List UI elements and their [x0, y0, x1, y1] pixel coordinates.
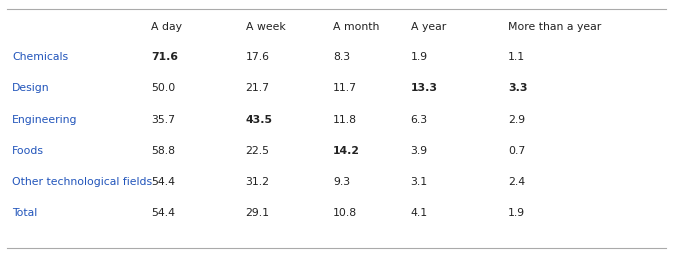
- Text: 17.6: 17.6: [246, 52, 270, 62]
- Text: 11.7: 11.7: [333, 83, 357, 93]
- Text: 31.2: 31.2: [246, 177, 270, 187]
- Text: Foods: Foods: [12, 146, 44, 156]
- Text: 14.2: 14.2: [333, 146, 360, 156]
- Text: 1.9: 1.9: [411, 52, 427, 62]
- Text: Chemicals: Chemicals: [12, 52, 68, 62]
- Text: 1.9: 1.9: [508, 208, 525, 218]
- Text: Other technological fields: Other technological fields: [12, 177, 152, 187]
- Text: Design: Design: [12, 83, 50, 93]
- Text: 4.1: 4.1: [411, 208, 427, 218]
- Text: 2.9: 2.9: [508, 115, 525, 125]
- Text: 54.4: 54.4: [151, 208, 176, 218]
- Text: 43.5: 43.5: [246, 115, 273, 125]
- Text: 2.4: 2.4: [508, 177, 525, 187]
- Text: A month: A month: [333, 22, 380, 32]
- Text: 1.1: 1.1: [508, 52, 525, 62]
- Text: 54.4: 54.4: [151, 177, 176, 187]
- Text: 22.5: 22.5: [246, 146, 270, 156]
- Text: 0.7: 0.7: [508, 146, 526, 156]
- Text: 9.3: 9.3: [333, 177, 350, 187]
- Text: 35.7: 35.7: [151, 115, 176, 125]
- Text: 3.9: 3.9: [411, 146, 427, 156]
- Text: 50.0: 50.0: [151, 83, 176, 93]
- Text: A year: A year: [411, 22, 446, 32]
- Text: 29.1: 29.1: [246, 208, 270, 218]
- Text: More than a year: More than a year: [508, 22, 602, 32]
- Text: Engineering: Engineering: [12, 115, 77, 125]
- Text: 6.3: 6.3: [411, 115, 427, 125]
- Text: 11.8: 11.8: [333, 115, 357, 125]
- Text: A day: A day: [151, 22, 182, 32]
- Text: 10.8: 10.8: [333, 208, 357, 218]
- Text: 3.1: 3.1: [411, 177, 427, 187]
- Text: 13.3: 13.3: [411, 83, 437, 93]
- Text: 71.6: 71.6: [151, 52, 178, 62]
- Text: 58.8: 58.8: [151, 146, 176, 156]
- Text: 3.3: 3.3: [508, 83, 528, 93]
- Text: 8.3: 8.3: [333, 52, 350, 62]
- Text: A week: A week: [246, 22, 285, 32]
- Text: Total: Total: [12, 208, 38, 218]
- Text: 21.7: 21.7: [246, 83, 270, 93]
